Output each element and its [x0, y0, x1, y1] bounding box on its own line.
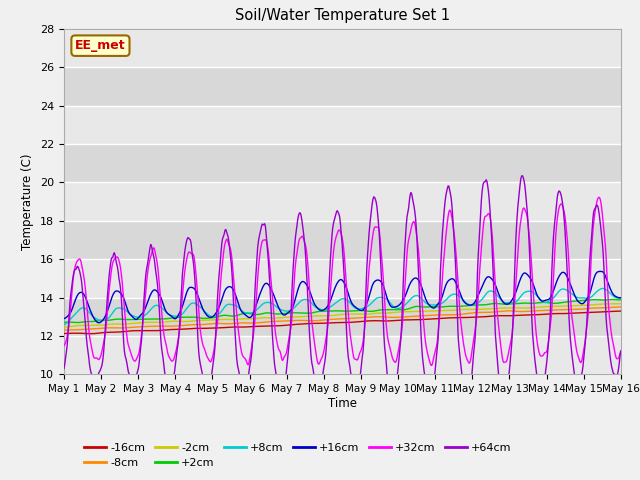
- +16cm: [95, 320, 102, 325]
- Legend: -16cm, -8cm, -2cm, +2cm, +8cm, +16cm, +32cm, +64cm: -16cm, -8cm, -2cm, +2cm, +8cm, +16cm, +3…: [79, 438, 516, 472]
- Line: -8cm: -8cm: [64, 307, 621, 330]
- Text: EE_met: EE_met: [75, 39, 126, 52]
- +16cm: [70, 300, 78, 306]
- +16cm: [214, 307, 222, 312]
- +16cm: [60, 316, 68, 322]
- +8cm: [184, 304, 192, 310]
- Bar: [64, 144, 621, 182]
- -16cm: [214, 325, 222, 331]
- +64cm: [499, 398, 507, 404]
- Title: Soil/Water Temperature Set 1: Soil/Water Temperature Set 1: [235, 9, 450, 24]
- +64cm: [184, 235, 192, 240]
- +2cm: [70, 320, 78, 325]
- -2cm: [426, 308, 434, 314]
- +32cm: [595, 194, 603, 200]
- Bar: [64, 259, 621, 298]
- +8cm: [599, 286, 607, 291]
- -2cm: [214, 317, 221, 323]
- -2cm: [70, 323, 78, 329]
- +16cm: [185, 286, 193, 291]
- +64cm: [60, 366, 68, 372]
- +32cm: [184, 251, 192, 257]
- +8cm: [214, 312, 221, 318]
- Bar: [64, 336, 621, 374]
- +64cm: [426, 396, 434, 402]
- +32cm: [60, 343, 68, 348]
- -8cm: [60, 327, 68, 333]
- Bar: [64, 182, 621, 221]
- +2cm: [617, 297, 625, 303]
- +64cm: [518, 173, 526, 179]
- -16cm: [185, 326, 193, 332]
- -2cm: [60, 324, 68, 330]
- Line: +16cm: +16cm: [64, 271, 621, 323]
- +2cm: [128, 317, 136, 323]
- -8cm: [70, 327, 78, 333]
- Bar: [64, 67, 621, 106]
- +8cm: [70, 312, 78, 318]
- +32cm: [410, 219, 418, 225]
- +16cm: [617, 295, 625, 300]
- +32cm: [428, 362, 435, 368]
- -8cm: [184, 322, 192, 328]
- Bar: [64, 221, 621, 259]
- +64cm: [617, 348, 625, 354]
- Line: +32cm: +32cm: [64, 197, 621, 365]
- -8cm: [426, 312, 434, 318]
- +2cm: [74, 320, 81, 325]
- +8cm: [426, 302, 434, 308]
- +2cm: [428, 304, 435, 310]
- +32cm: [127, 352, 135, 358]
- +64cm: [214, 298, 221, 303]
- Bar: [64, 29, 621, 67]
- Bar: [64, 106, 621, 144]
- +8cm: [127, 312, 135, 318]
- -8cm: [410, 313, 418, 319]
- +2cm: [185, 314, 193, 320]
- Line: +8cm: +8cm: [64, 288, 621, 324]
- +2cm: [214, 314, 222, 320]
- -8cm: [214, 321, 221, 326]
- +16cm: [597, 268, 605, 274]
- -16cm: [128, 328, 136, 334]
- +2cm: [411, 304, 419, 310]
- -16cm: [617, 308, 625, 314]
- -16cm: [87, 331, 95, 336]
- -2cm: [184, 319, 192, 324]
- Line: +64cm: +64cm: [64, 176, 621, 401]
- -8cm: [617, 304, 625, 310]
- -16cm: [411, 317, 419, 323]
- +64cm: [127, 381, 135, 386]
- +32cm: [426, 360, 434, 366]
- +8cm: [60, 322, 68, 327]
- +2cm: [60, 319, 68, 325]
- +16cm: [428, 304, 435, 310]
- +8cm: [410, 293, 418, 299]
- +32cm: [617, 348, 625, 354]
- -8cm: [127, 324, 135, 330]
- -2cm: [127, 321, 135, 326]
- +8cm: [617, 295, 625, 301]
- Y-axis label: Temperature (C): Temperature (C): [22, 153, 35, 250]
- Line: -16cm: -16cm: [64, 311, 621, 334]
- +16cm: [128, 313, 136, 319]
- Bar: [64, 298, 621, 336]
- -16cm: [428, 316, 435, 322]
- +2cm: [609, 297, 616, 302]
- -16cm: [70, 330, 78, 336]
- +32cm: [70, 269, 78, 275]
- +64cm: [70, 269, 78, 275]
- +16cm: [411, 275, 419, 281]
- +64cm: [410, 204, 418, 209]
- +32cm: [214, 321, 221, 327]
- Line: +2cm: +2cm: [64, 300, 621, 323]
- -2cm: [617, 301, 625, 307]
- X-axis label: Time: Time: [328, 397, 357, 410]
- -16cm: [60, 331, 68, 336]
- Line: -2cm: -2cm: [64, 304, 621, 327]
- -2cm: [410, 309, 418, 314]
